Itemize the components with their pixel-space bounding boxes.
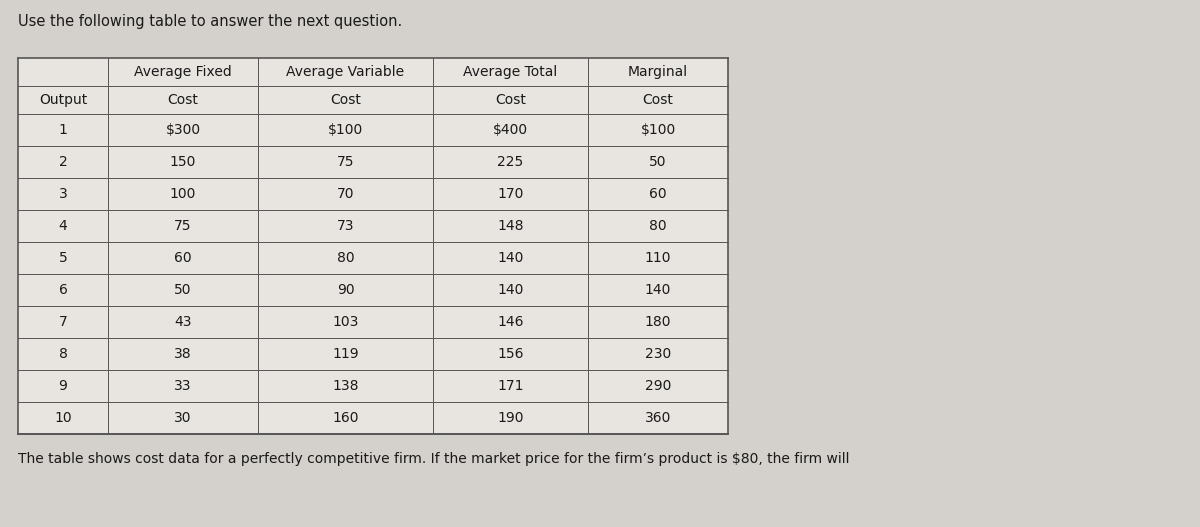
- Text: 75: 75: [174, 219, 192, 233]
- Text: 5: 5: [59, 251, 67, 265]
- Text: 30: 30: [174, 411, 192, 425]
- Text: The table shows cost data for a perfectly competitive firm. If the market price : The table shows cost data for a perfectl…: [18, 452, 850, 466]
- Text: 138: 138: [332, 379, 359, 393]
- Text: 43: 43: [174, 315, 192, 329]
- Text: Use the following table to answer the next question.: Use the following table to answer the ne…: [18, 14, 402, 29]
- Text: $400: $400: [493, 123, 528, 137]
- Text: 100: 100: [170, 187, 196, 201]
- Text: $300: $300: [166, 123, 200, 137]
- Text: 171: 171: [497, 379, 523, 393]
- Text: 38: 38: [174, 347, 192, 361]
- Text: 150: 150: [170, 155, 196, 169]
- Text: 180: 180: [644, 315, 671, 329]
- Text: 60: 60: [174, 251, 192, 265]
- Text: 140: 140: [497, 283, 523, 297]
- Bar: [18, 58, 728, 434]
- Text: 6: 6: [59, 283, 67, 297]
- Text: 230: 230: [644, 347, 671, 361]
- Text: 225: 225: [497, 155, 523, 169]
- Text: 50: 50: [649, 155, 667, 169]
- Text: 119: 119: [332, 347, 359, 361]
- Text: 3: 3: [59, 187, 67, 201]
- Text: 1: 1: [59, 123, 67, 137]
- Text: 140: 140: [497, 251, 523, 265]
- Text: Cost: Cost: [496, 93, 526, 107]
- Text: Cost: Cost: [330, 93, 361, 107]
- Text: Average Variable: Average Variable: [287, 65, 404, 79]
- Text: 33: 33: [174, 379, 192, 393]
- Text: $100: $100: [641, 123, 676, 137]
- Text: 148: 148: [497, 219, 523, 233]
- Text: Cost: Cost: [642, 93, 673, 107]
- Text: 4: 4: [59, 219, 67, 233]
- Text: 8: 8: [59, 347, 67, 361]
- Text: 290: 290: [644, 379, 671, 393]
- Text: 140: 140: [644, 283, 671, 297]
- Text: 9: 9: [59, 379, 67, 393]
- Text: 360: 360: [644, 411, 671, 425]
- Text: 10: 10: [54, 411, 72, 425]
- Text: 146: 146: [497, 315, 523, 329]
- Text: 7: 7: [59, 315, 67, 329]
- Text: 50: 50: [174, 283, 192, 297]
- Text: 70: 70: [337, 187, 354, 201]
- Text: Cost: Cost: [168, 93, 198, 107]
- Text: Average Fixed: Average Fixed: [134, 65, 232, 79]
- Text: 90: 90: [337, 283, 354, 297]
- Text: $100: $100: [328, 123, 364, 137]
- Text: 103: 103: [332, 315, 359, 329]
- Text: 110: 110: [644, 251, 671, 265]
- Text: 73: 73: [337, 219, 354, 233]
- Text: Output: Output: [38, 93, 88, 107]
- Text: 60: 60: [649, 187, 667, 201]
- Text: 190: 190: [497, 411, 523, 425]
- Text: Average Total: Average Total: [463, 65, 558, 79]
- Text: 170: 170: [497, 187, 523, 201]
- Text: 2: 2: [59, 155, 67, 169]
- Text: 160: 160: [332, 411, 359, 425]
- Text: 75: 75: [337, 155, 354, 169]
- Text: 80: 80: [337, 251, 354, 265]
- Text: 156: 156: [497, 347, 523, 361]
- Text: 80: 80: [649, 219, 667, 233]
- Text: Marginal: Marginal: [628, 65, 688, 79]
